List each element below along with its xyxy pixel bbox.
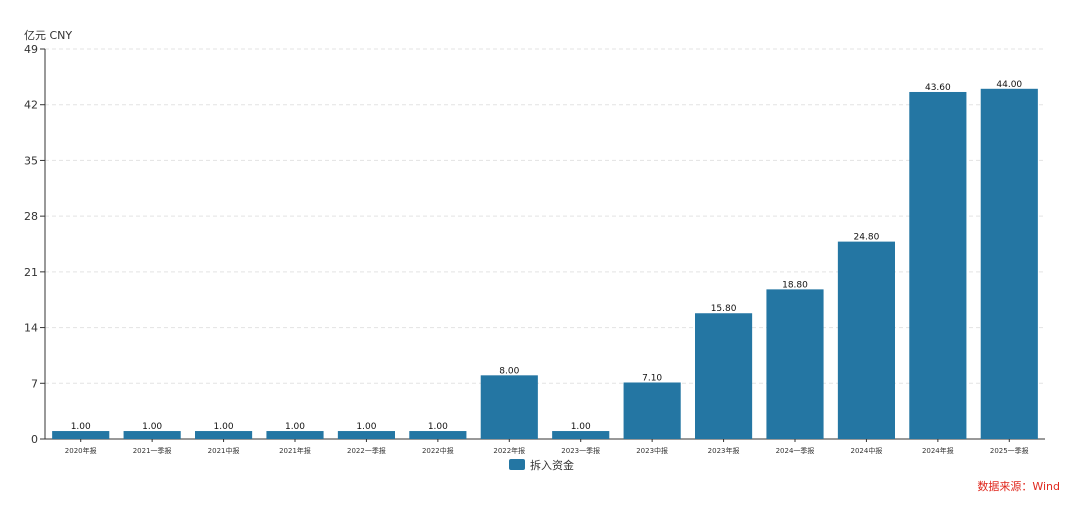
bar	[766, 289, 824, 439]
x-tick-labels: 2020年报 2021一季报 2021中报 2021年报 2022一季报 2022中报 20…	[65, 446, 1029, 455]
bar	[980, 88, 1038, 439]
y-tick-label: 49	[24, 43, 38, 56]
bar	[266, 431, 324, 439]
y-tick-label: 35	[24, 154, 38, 167]
bar	[337, 431, 395, 439]
bar-value-label: 44.00	[996, 80, 1022, 90]
x-tick-label: 2021一季报	[133, 446, 172, 455]
x-tick-label: 2022年报	[493, 446, 525, 455]
y-tick-labels: 0 7 14 21 28 35 42 49	[24, 43, 38, 446]
x-tick-label: 2023年报	[708, 446, 740, 455]
legend-label: 拆入资金	[530, 458, 574, 472]
bar-value-label: 7.10	[642, 373, 662, 383]
bars	[52, 88, 1038, 440]
y-tick-label: 21	[24, 266, 38, 279]
x-tick-label: 2024中报	[851, 446, 883, 455]
bar	[623, 382, 681, 439]
source-label: 数据来源：Wind	[977, 479, 1060, 493]
bar-value-label: 43.60	[925, 83, 951, 93]
x-tick-label: 2024一季报	[776, 446, 815, 455]
legend-swatch	[509, 459, 525, 470]
bar	[837, 241, 895, 439]
bar-value-label: 8.00	[499, 366, 519, 376]
x-tick-label: 2022一季报	[347, 446, 386, 455]
bar	[52, 431, 110, 439]
bar	[480, 375, 538, 439]
y-axis-unit-label: 亿元 CNY	[24, 29, 72, 42]
bar-value-label: 18.80	[782, 280, 808, 290]
bar-value-label: 24.80	[854, 233, 880, 243]
x-tick-label: 2023中报	[636, 446, 668, 455]
bar-value-label: 15.80	[711, 304, 737, 314]
y-tick-label: 0	[31, 433, 38, 446]
x-tick-label: 2022中报	[422, 446, 454, 455]
legend: 拆入资金	[509, 458, 574, 472]
bar	[909, 91, 967, 440]
x-tick-label: 2025一季报	[990, 446, 1029, 455]
bar-value-label: 1.00	[71, 422, 91, 432]
y-tick-label: 42	[24, 99, 38, 112]
data-labels: 1.00 1.00 1.00 1.00 1.00 1.00 8.00 1.00 7.10 15.8…	[71, 80, 1023, 432]
x-tick-label: 2020年报	[65, 446, 97, 455]
bar	[195, 431, 253, 439]
bar-value-label: 1.00	[428, 422, 448, 432]
bar	[123, 431, 181, 439]
y-tick-label: 14	[24, 322, 38, 335]
x-tick-label: 2023一季报	[561, 446, 600, 455]
bar	[409, 431, 467, 439]
x-tick-label: 2021年报	[279, 446, 311, 455]
y-tick-label: 28	[24, 210, 38, 223]
bar-value-label: 1.00	[214, 422, 234, 432]
bar-value-label: 1.00	[142, 422, 162, 432]
bar-value-label: 1.00	[285, 422, 305, 432]
bar	[695, 313, 753, 439]
bar-value-label: 1.00	[356, 422, 376, 432]
x-tick-label: 2021中报	[208, 446, 240, 455]
bar-value-label: 1.00	[571, 422, 591, 432]
x-tick-label: 2024年报	[922, 446, 954, 455]
y-tick-label: 7	[31, 377, 38, 390]
bar	[552, 431, 610, 439]
